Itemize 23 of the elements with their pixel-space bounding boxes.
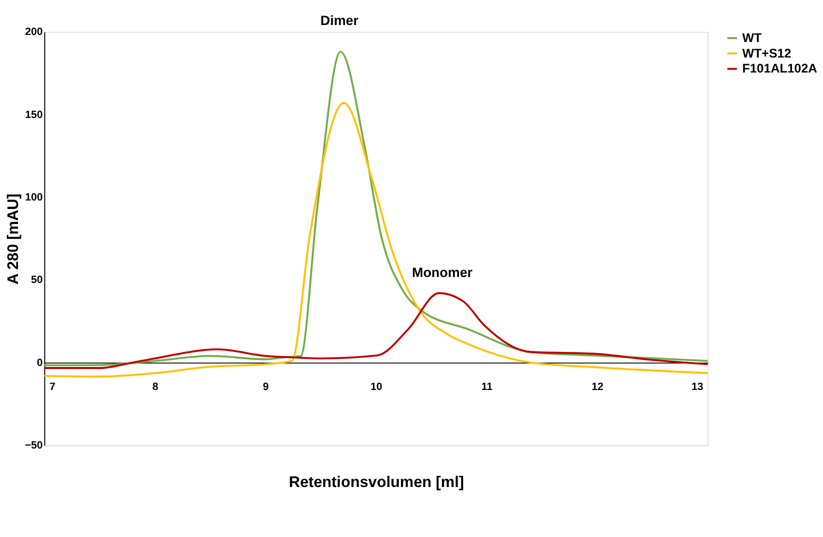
text: Dimer [320,13,360,28]
x-tick-label: 11 [481,380,493,393]
y-tick-label: 200 [25,26,43,38]
legend-label: WT [742,30,762,45]
line-series [43,292,709,369]
y-tick-label: 0 [36,356,43,369]
y-tick-label: 100 [25,192,43,204]
legend-label: F101AL102A [742,62,818,76]
y-axis-title: A 280 [mAU] [5,194,22,284]
line-series [43,102,709,378]
y-tick-label: 150 [25,108,43,121]
x-tick-label: 9 [262,380,269,393]
x-tick-label: 12 [592,380,604,393]
y-tick-label: 50 [31,274,43,286]
x-tick-label: 13 [692,380,704,393]
x-tick-label: 10 [370,380,382,393]
legend-label: WT+S12 [742,46,792,60]
line-series [43,50,709,366]
x-tick-label: 7 [50,380,56,393]
x-axis-title: Retentionsvolumen [ml] [288,474,464,492]
annotation: Monomer [412,265,474,280]
x-tick-label: 8 [152,380,158,393]
y-tick-label: −50 [24,440,43,452]
